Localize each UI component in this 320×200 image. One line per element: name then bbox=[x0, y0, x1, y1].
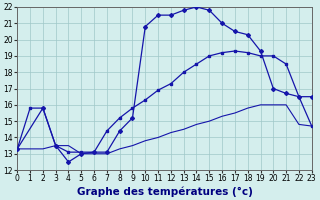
X-axis label: Graphe des températures (°c): Graphe des températures (°c) bbox=[76, 186, 252, 197]
